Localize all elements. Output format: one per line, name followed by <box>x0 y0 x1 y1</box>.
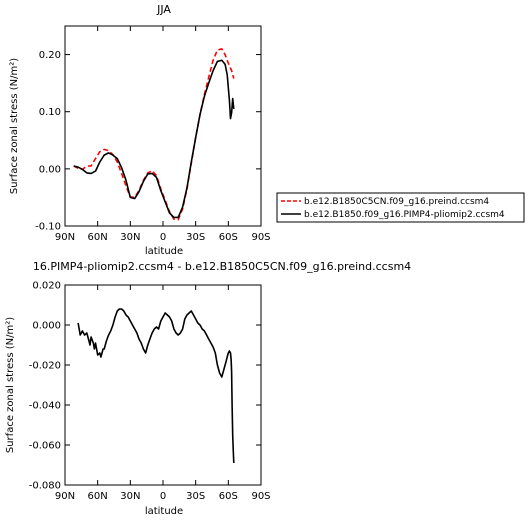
chart-top-xtick-label-2: 30N <box>120 232 140 243</box>
legend-box <box>276 192 525 223</box>
chart-bottom-ytick-label-5: 0.020 <box>32 281 61 292</box>
chart-top-ytick-label-0: -0.10 <box>35 222 61 233</box>
chart-bottom-xtick-label-0: 90N <box>55 491 75 502</box>
chart-legend: b.e12.B1850C5CN.f09_g16.preind.ccsm4 b.e… <box>276 192 525 223</box>
chart-bottom-ytick-label-4: 0.000 <box>32 321 61 332</box>
chart-top-xtick-label-3: 0 <box>160 232 166 243</box>
chart-bottom-series-0-line <box>77 308 235 464</box>
chart-top-title: JJA <box>156 3 171 16</box>
chart-bottom: 16.PIMP4-pliomip2.ccsm4 - b.e12.B1850C5C… <box>5 260 411 517</box>
chart-bottom-xtick-label-1: 60N <box>88 491 108 502</box>
chart-top-xtick-label-4: 30S <box>186 232 205 243</box>
chart-top-xtick-label-5: 60S <box>219 232 238 243</box>
chart-top-series-1-line <box>73 59 235 219</box>
chart-top-xtick-label-6: 90S <box>251 232 270 243</box>
chart-bottom-xtick-label-5: 60S <box>219 491 238 502</box>
chart-top-ytick-label-1: 0.00 <box>39 164 61 175</box>
chart-bottom-ytick-label-0: -0.080 <box>29 481 61 492</box>
chart-bottom-xtick-label-2: 30N <box>120 491 140 502</box>
chart-bottom-xtick-label-3: 0 <box>160 491 166 502</box>
chart-top-ytick-label-3: 0.20 <box>39 50 61 61</box>
chart-bottom-xtick-label-4: 30S <box>186 491 205 502</box>
chart-bottom-ytick-label-2: -0.040 <box>29 401 61 412</box>
legend-label-pliomip2: b.e12.B1850.f09_g16.PIMP4-pliomip2.ccsm4 <box>304 210 505 220</box>
chart-bottom-title: 16.PIMP4-pliomip2.ccsm4 - b.e12.B1850C5C… <box>33 260 411 273</box>
chart-bottom-ytick-label-1: -0.060 <box>29 441 61 452</box>
chart-top-xlabel: latitude <box>145 246 183 257</box>
chart-bottom-ytick-label-3: -0.020 <box>29 361 61 372</box>
chart-bottom-xtick-label-6: 90S <box>251 491 270 502</box>
legend-label-preind: b.e12.B1850C5CN.f09_g16.preind.ccsm4 <box>304 197 489 207</box>
chart-top-ytick-label-2: 0.10 <box>39 107 61 118</box>
chart-top: JJA 90N 60N 30N 0 30S 60S 90S -0.10 0.00 0.10 0.2… <box>9 3 271 257</box>
chart-bottom-ylabel: Surface zonal stress (N/m²) <box>5 317 16 453</box>
chart-top-xtick-label-0: 90N <box>55 232 75 243</box>
chart-bottom-xlabel: latitude <box>145 506 183 517</box>
chart-top-ylabel: Surface zonal stress (N/m²) <box>9 58 20 194</box>
chart-top-xtick-label-1: 60N <box>88 232 108 243</box>
chart-top-series-0-line <box>73 48 235 221</box>
